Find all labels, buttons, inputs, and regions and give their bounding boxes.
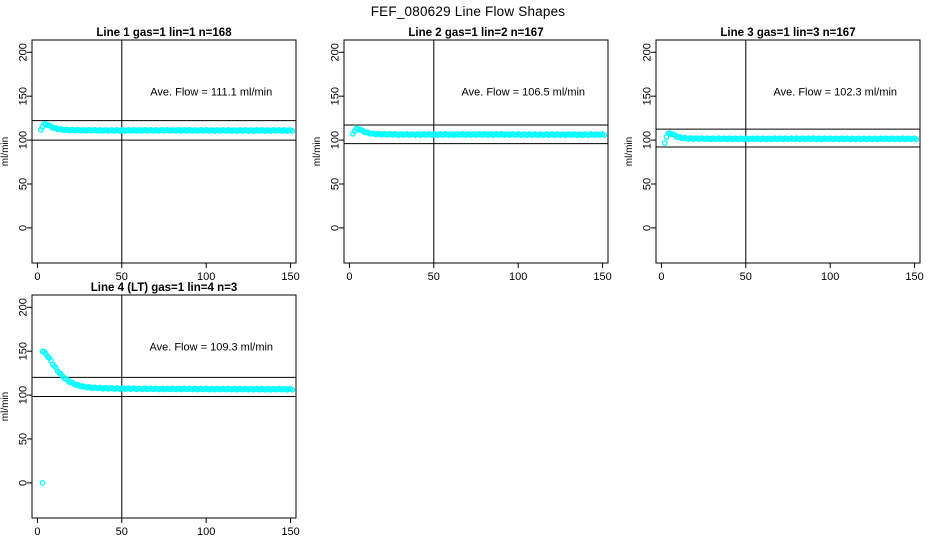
svg-text:Ave. Flow = 102.3 ml/min: Ave. Flow = 102.3 ml/min: [773, 86, 897, 98]
svg-text:Ave. Flow = 111.1 ml/min: Ave. Flow = 111.1 ml/min: [150, 86, 272, 98]
svg-text:50: 50: [428, 271, 440, 280]
svg-text:ml/min: ml/min: [624, 137, 635, 166]
svg-text:0: 0: [34, 526, 40, 535]
svg-text:Ave. Flow = 106.5 ml/min: Ave. Flow = 106.5 ml/min: [461, 86, 585, 98]
svg-text:50: 50: [116, 526, 128, 535]
svg-text:100: 100: [642, 131, 654, 149]
svg-text:0: 0: [18, 480, 30, 486]
svg-text:200: 200: [18, 43, 30, 61]
svg-text:Ave. Flow = 109.3 ml/min: Ave. Flow = 109.3 ml/min: [149, 341, 273, 353]
svg-text:100: 100: [821, 271, 839, 280]
svg-text:200: 200: [642, 43, 654, 61]
svg-text:0: 0: [18, 225, 30, 231]
svg-text:150: 150: [642, 87, 654, 105]
page-title: FEF_080629 Line Flow Shapes: [370, 4, 566, 19]
panel-title-line-4: Line 4 (LT) gas=1 lin=4 n=3: [90, 282, 238, 294]
svg-text:100: 100: [509, 271, 527, 280]
svg-text:50: 50: [330, 178, 342, 190]
svg-text:0: 0: [346, 271, 352, 280]
svg-text:100: 100: [197, 526, 215, 535]
svg-text:150: 150: [281, 271, 299, 280]
flow-plot-line-1: 0 50 100 150 0 50 100 150 200 ml/min Ave. Flow = 1…: [0, 25, 312, 280]
svg-text:150: 150: [18, 87, 30, 105]
panel-grid: 0 50 100 150 0 50 100 150 200 ml/min Ave. Flow = 1…: [0, 25, 936, 540]
svg-text:ml/min: ml/min: [312, 137, 323, 166]
svg-text:0: 0: [658, 271, 664, 280]
panel-title-line-3: Line 3 gas=1 lin=3 n=167: [720, 27, 856, 39]
panel-title-line-2: Line 2 gas=1 lin=2 n=167: [408, 27, 544, 39]
panel-line-3: 0 50 100 150 0 50 100 150 200 ml/min Ave. Flow = 1…: [624, 25, 936, 280]
svg-text:150: 150: [18, 342, 30, 360]
svg-text:50: 50: [642, 178, 654, 190]
svg-text:0: 0: [642, 225, 654, 231]
svg-text:100: 100: [18, 386, 30, 404]
svg-text:200: 200: [330, 43, 342, 61]
svg-text:150: 150: [905, 271, 923, 280]
svg-text:100: 100: [330, 131, 342, 149]
panel-title-line-1: Line 1 gas=1 lin=1 n=168: [96, 27, 232, 39]
svg-text:200: 200: [18, 298, 30, 316]
svg-text:50: 50: [116, 271, 128, 280]
svg-text:0: 0: [34, 271, 40, 280]
svg-text:150: 150: [593, 271, 611, 280]
svg-text:100: 100: [18, 131, 30, 149]
panel-line-4: 0 50 100 150 0 50 100 150 200 ml/min Ave. Flow = 1…: [0, 280, 312, 535]
svg-text:50: 50: [18, 433, 30, 445]
svg-text:50: 50: [18, 178, 30, 190]
flow-plot-line-3: 0 50 100 150 0 50 100 150 200 ml/min Ave. Flow = 1…: [624, 25, 936, 280]
panel-line-2: 0 50 100 150 0 50 100 150 200 ml/min Ave. Flow = 1…: [312, 25, 624, 280]
panel-line-1: 0 50 100 150 0 50 100 150 200 ml/min Ave. Flow = 1…: [0, 25, 312, 280]
flow-plot-line-4: 0 50 100 150 0 50 100 150 200 ml/min Ave. Flow = 1…: [0, 280, 312, 535]
svg-text:ml/min: ml/min: [0, 137, 11, 166]
svg-text:100: 100: [197, 271, 215, 280]
svg-text:ml/min: ml/min: [0, 392, 11, 421]
flow-plot-line-2: 0 50 100 150 0 50 100 150 200 ml/min Ave. Flow = 1…: [312, 25, 624, 280]
svg-text:0: 0: [330, 225, 342, 231]
svg-text:50: 50: [740, 271, 752, 280]
svg-text:150: 150: [330, 87, 342, 105]
svg-text:150: 150: [281, 526, 299, 535]
